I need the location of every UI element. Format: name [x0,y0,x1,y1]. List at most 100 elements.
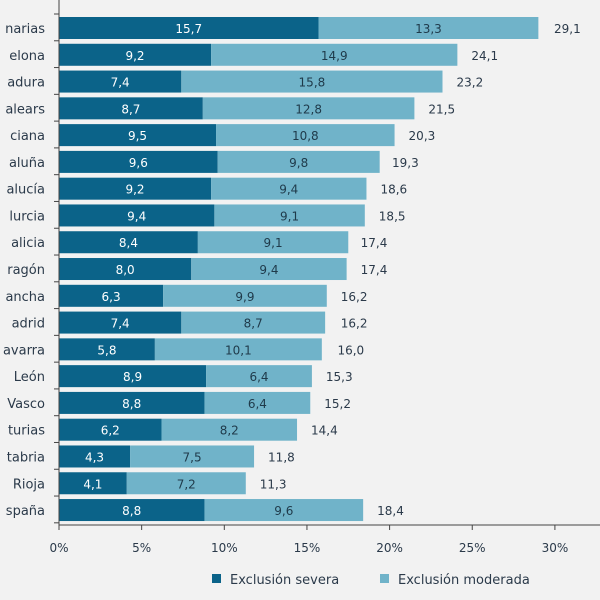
data-label: 15,8 [299,76,326,90]
bar-severa [59,418,162,441]
x-tick-label: 15% [294,541,321,555]
bar-severa [59,177,212,200]
data-label: 6,2 [101,424,120,438]
data-label: 8,9 [123,370,142,384]
category-label: alicia [11,236,45,251]
data-label: 9,1 [264,236,283,250]
bar-moderada [191,258,347,281]
data-label: 15,7 [175,22,202,36]
category-label: elona [9,49,45,64]
bar-severa [59,97,203,120]
bar-moderada [318,17,539,39]
data-label: 9,2 [125,183,144,197]
total-label: 15,3 [326,370,353,384]
x-tick-label: 30% [542,541,569,555]
total-label: 16,2 [341,290,368,304]
data-label: 7,5 [183,450,202,464]
total-label: 21,5 [428,102,455,116]
bar-severa [59,311,182,334]
x-tick-label: 5% [132,541,151,555]
category-label: narias [5,22,45,37]
data-label: 8,0 [116,263,135,277]
bar-severa [59,472,127,495]
category-label: ragón [7,263,45,278]
data-label: 7,2 [177,477,196,491]
category-label: spaña [6,504,45,519]
bar-moderada [181,311,326,334]
data-label: 8,4 [119,236,138,250]
bar-severa [59,338,155,361]
bar-moderada [206,365,312,388]
bar-severa [59,150,218,173]
bar-severa [59,43,212,66]
total-label: 14,4 [311,424,338,438]
category-label: alucía [6,183,45,198]
data-label: 9,6 [129,156,148,170]
x-tick-label: 20% [376,541,403,555]
data-label: 5,8 [97,343,116,357]
bar-moderada [204,391,311,414]
total-label: 17,4 [361,263,388,277]
data-label: 4,1 [83,477,102,491]
bar-severa [59,70,182,93]
data-label: 6,4 [249,370,268,384]
total-label: 15,2 [324,397,351,411]
total-label: 11,3 [260,477,287,491]
data-label: 12,8 [295,102,322,116]
total-label: 19,3 [392,156,419,170]
category-label: Rioja [13,477,45,492]
legend-swatch-severa [212,574,221,583]
bar-severa [59,231,198,254]
data-label: 6,4 [248,397,267,411]
bar-severa [59,258,192,281]
data-label: 9,5 [128,129,147,143]
data-label: 9,4 [279,183,298,197]
bar-moderada [161,418,298,441]
data-label: 8,2 [220,424,239,438]
total-label: 20,3 [409,129,436,143]
data-label: 9,4 [127,209,146,223]
data-label: 9,1 [280,209,299,223]
total-label: 17,4 [361,236,388,250]
category-label: adura [7,76,45,91]
bar-severa [59,391,205,414]
legend-swatch-moderada [380,574,389,583]
data-label: 9,9 [235,290,254,304]
bar-moderada [204,499,364,522]
bar-moderada [130,445,255,468]
x-tick-label: 10% [211,541,238,555]
bar-moderada [216,124,395,147]
bar-moderada [202,97,415,120]
total-label: 16,0 [337,343,364,357]
total-label: 23,2 [456,76,483,90]
data-label: 14,9 [321,49,348,63]
category-label: lurcia [9,209,45,224]
category-label: León [14,370,45,385]
total-label: 24,1 [471,49,498,63]
data-label: 8,8 [122,504,141,518]
legend-label-moderada: Exclusión moderada [398,573,530,588]
legend-label-severa: Exclusión severa [230,573,339,588]
data-label: 7,4 [111,76,130,90]
bar-moderada [181,70,443,93]
total-label: 18,4 [377,504,404,518]
data-label: 8,7 [121,102,140,116]
data-label: 9,4 [259,263,278,277]
bar-moderada [163,284,327,307]
data-label: 4,3 [85,450,104,464]
bar-moderada [211,43,458,66]
total-label: 11,8 [268,450,295,464]
data-label: 13,3 [415,22,442,36]
category-label: alears [5,102,45,117]
category-label: ciana [10,129,45,144]
data-label: 10,1 [225,343,252,357]
bar-severa [59,284,164,307]
total-label: 16,2 [341,317,368,331]
data-label: 7,4 [111,317,130,331]
bar-severa [59,204,215,227]
total-label: 18,6 [380,183,407,197]
bar-moderada [154,338,322,361]
bar-severa [59,17,319,39]
bar-severa [59,445,131,468]
